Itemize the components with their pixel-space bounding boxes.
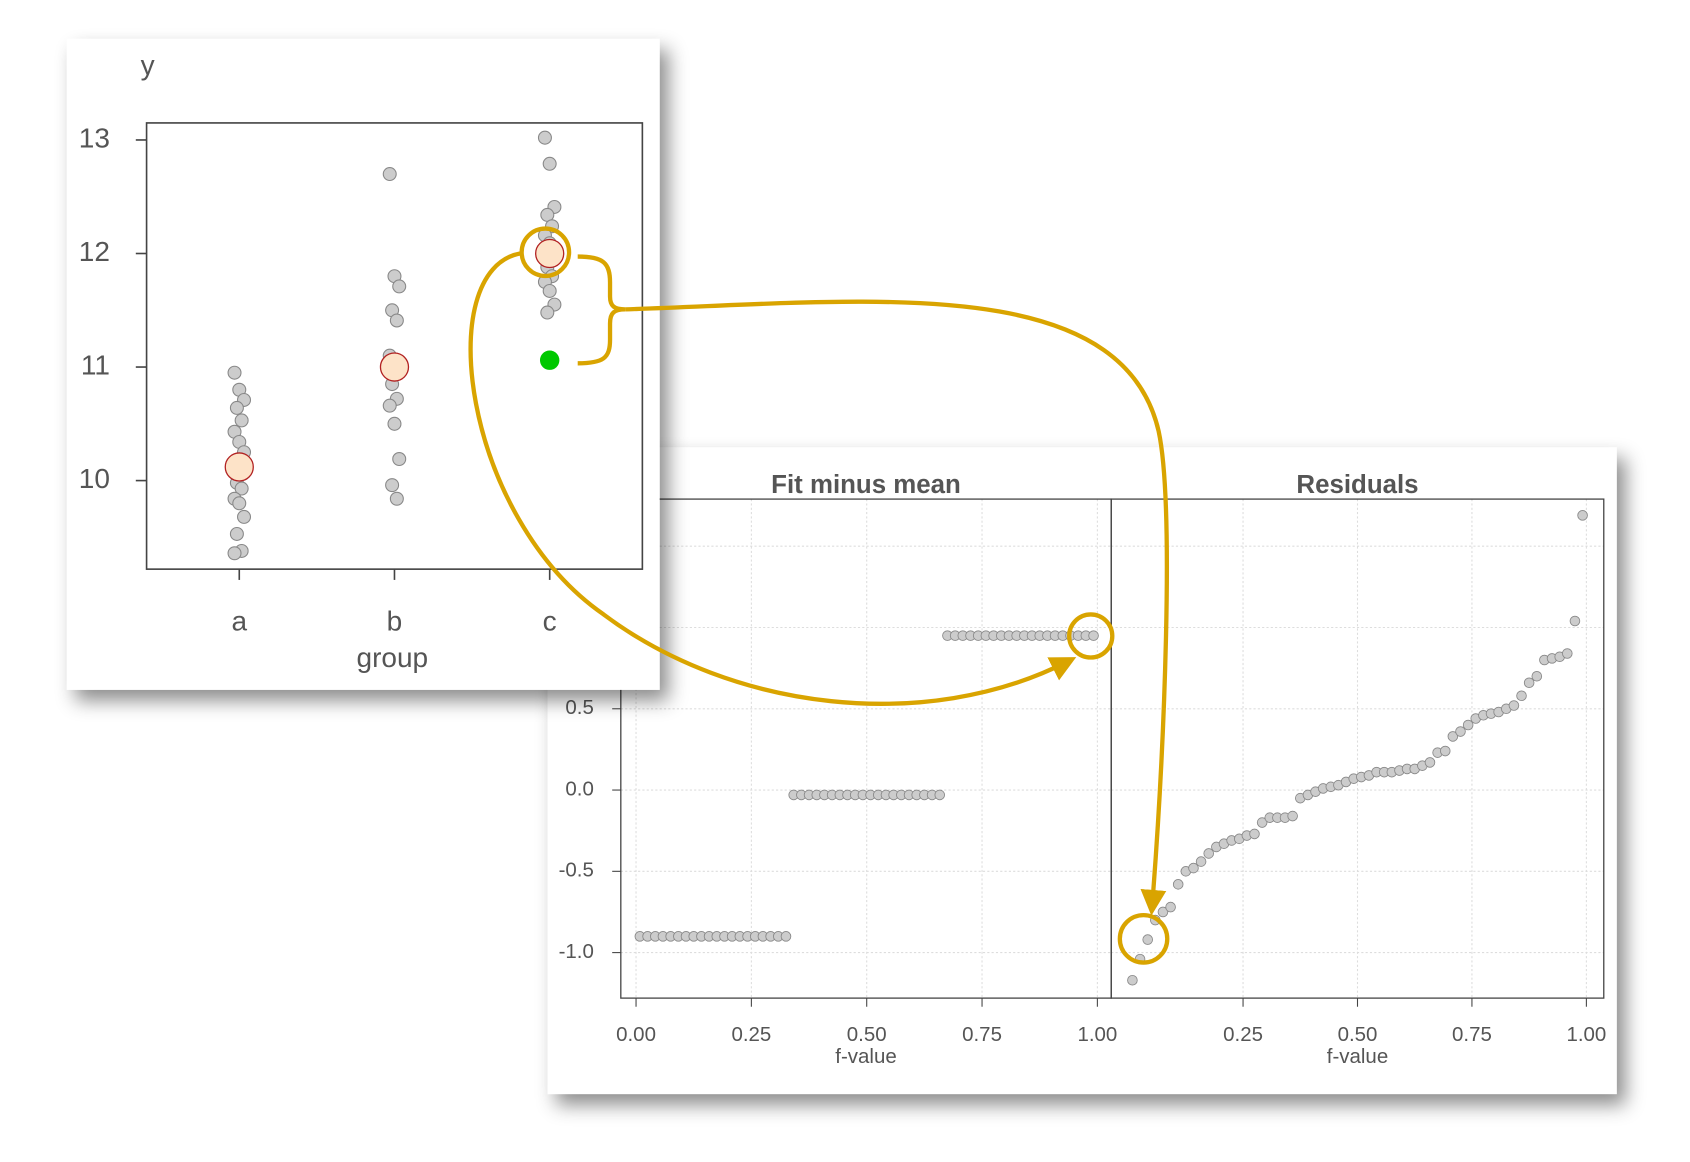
point [1569,615,1581,627]
point [1577,510,1588,521]
x-tick-label: 0.50 [847,1023,887,1046]
x-axis-label: f-value [1327,1045,1388,1068]
y-tick-label: 13 [79,122,110,153]
point [1088,630,1099,641]
point [1142,934,1153,945]
panel-frame [1110,498,1605,999]
arrow [468,251,1077,706]
point [540,305,555,320]
bracket [577,254,626,366]
point [389,313,404,328]
x-tick-label: 0.75 [1452,1023,1492,1046]
point [1249,828,1260,840]
x-tick-label: 1.00 [1077,1023,1117,1046]
y-tick-label: 12 [79,236,110,267]
x-tick-label: c [543,605,557,636]
point [385,478,400,493]
point [382,167,397,182]
point [1256,817,1268,828]
point [1172,879,1184,890]
point [1447,731,1459,742]
point [1562,648,1573,659]
panel-bg [547,447,1617,1095]
point [389,491,404,506]
point [234,413,249,428]
x-tick-label: 0.00 [616,1023,656,1046]
panel-title: Residuals [1296,471,1418,499]
point [1165,901,1176,913]
point [1516,690,1527,702]
x-tick-label: 1.00 [1566,1023,1606,1046]
x-tick-label: b [387,605,403,636]
y-tick-label: 10 [79,463,110,494]
x-axis-label: f-value [835,1045,896,1068]
point [934,789,946,801]
x-tick-label: 0.25 [1223,1023,1263,1046]
point [537,130,552,145]
point [1508,700,1520,711]
group-mean [379,352,410,382]
point [1287,810,1298,822]
point [542,156,557,171]
point [392,452,407,467]
point [382,398,397,413]
point [232,496,247,511]
annotations [468,226,1170,965]
point [387,416,402,431]
point [780,931,792,942]
point [227,365,242,380]
point [1203,848,1215,859]
point [1195,856,1207,867]
highlight-circle [519,226,572,279]
point [227,546,242,561]
point [1439,745,1451,757]
group-mean [535,238,565,269]
x-tick-label: a [231,605,247,636]
point [542,283,557,298]
arrow [625,299,1169,916]
x-tick-label: 0.50 [1338,1023,1378,1046]
y-tick-label: 0.0 [565,777,593,800]
point [229,526,244,541]
highlight-point [539,350,560,370]
chart-1: y group 10 11 12 13 a b c [66,38,660,690]
x-axis-label: group [356,642,428,673]
point [1455,726,1466,737]
point [1531,670,1543,682]
point [1188,862,1199,874]
point [1424,757,1436,768]
group-mean [224,452,254,482]
y-axis-label: y [141,49,155,80]
y-tick-label: 11 [81,349,110,380]
point [237,509,252,524]
y-tick-label: -0.5 [559,859,594,882]
highlight-circle [1067,612,1115,660]
y-tick-label: -1.0 [559,940,594,963]
point [392,279,407,294]
point [229,400,244,415]
point [1523,677,1535,689]
x-tick-label: 0.25 [731,1023,771,1046]
point [1127,974,1138,986]
point [1462,719,1474,731]
panel-bg [66,38,660,690]
y-tick-label: 0.5 [565,696,593,719]
chart-2: -1.0-0.50.00.51.01.50.000.250.500.751.00… [547,447,1617,1095]
x-tick-label: 0.75 [962,1023,1002,1046]
point [234,481,249,496]
panel-title: Fit minus mean [771,471,961,499]
